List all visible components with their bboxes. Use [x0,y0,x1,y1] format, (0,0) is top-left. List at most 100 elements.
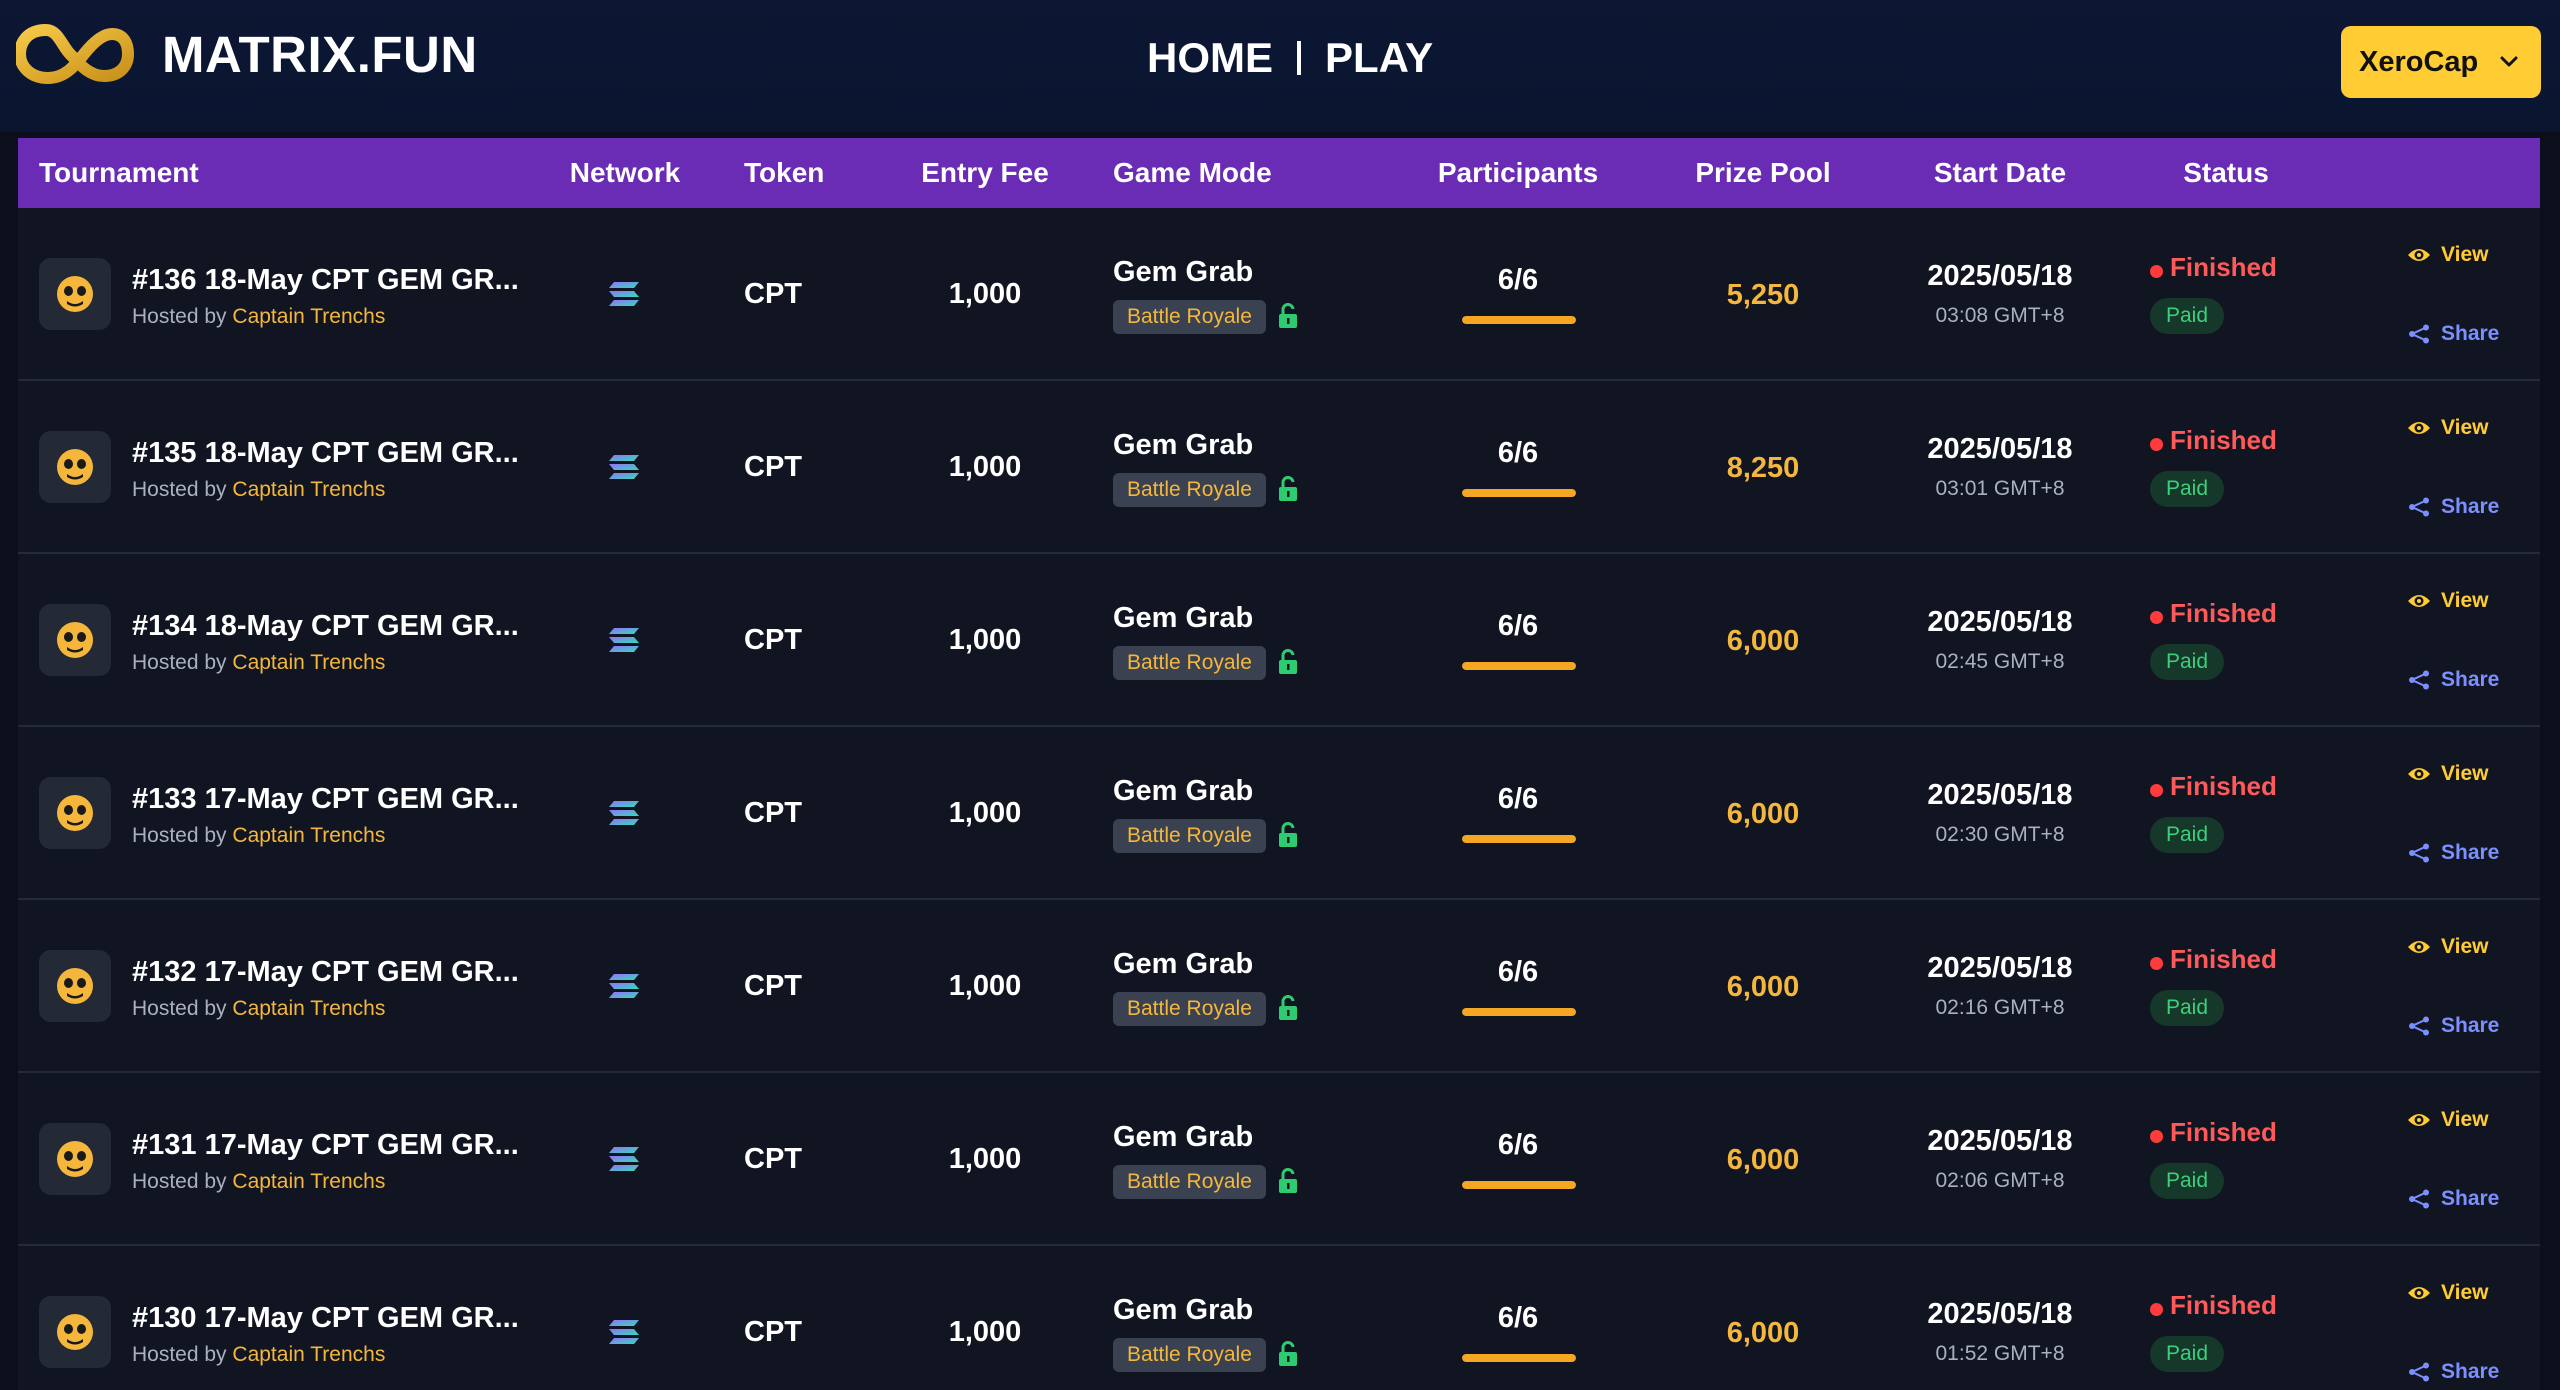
col-network[interactable]: Network [569,157,681,188]
prize-pool-cell: 6,000 [1726,625,1800,657]
share-button[interactable]: Share [2407,1187,2499,1211]
hosted-by-label: Hosted by [132,997,227,1020]
status-dot [2150,438,2163,451]
col-start-date[interactable]: Start Date [1933,157,2067,188]
hosted-by-label: Hosted by [132,478,227,501]
tournament-avatar [39,1296,111,1368]
status-text: Finished [2170,771,2277,801]
game-mode-badge: Battle Royale [1113,473,1266,507]
status-text: Finished [2170,1117,2277,1147]
table-row[interactable]: #133 17-May CPT GEM GR... Hosted by Capt… [18,727,2540,900]
host-name-link[interactable]: Captain Trenchs [232,1170,386,1193]
skull-icon [57,276,93,312]
view-label: View [2441,762,2489,785]
view-button[interactable]: View [2407,1281,2488,1305]
start-date: 2025/05/18 [1927,779,2073,811]
eye-icon [2408,422,2430,434]
prize-pool-cell: 6,000 [1726,798,1800,830]
share-icon [2409,497,2429,517]
participants-progress-fill [1462,489,1576,497]
status-text: Finished [2170,425,2277,455]
skull-icon [57,968,93,1004]
eye-icon [2408,941,2430,953]
entry-fee-cell: 1,000 [948,970,1022,1002]
logo-text: MATRIX.FUN [162,25,478,83]
unlocked-icon [1279,822,1297,847]
col-status[interactable]: Status [2183,157,2269,188]
view-button[interactable]: View [2407,416,2488,440]
col-game-mode[interactable]: Game Mode [1113,157,1272,188]
unlocked-icon [1279,476,1297,501]
solana-icon [609,282,639,306]
host-name-link[interactable]: Captain Trenchs [232,651,386,674]
tournament-avatar [39,431,111,503]
tournament-name[interactable]: #135 18-May CPT GEM GR... [132,437,519,469]
payment-badge: Paid [2150,817,2225,853]
col-prize-pool[interactable]: Prize Pool [1695,157,1831,188]
table-row[interactable]: #136 18-May CPT GEM GR... Hosted by Capt… [18,208,2540,381]
share-button[interactable]: Share [2407,495,2499,519]
view-button[interactable]: View [2407,762,2488,786]
tournament-name[interactable]: #136 18-May CPT GEM GR... [132,264,519,296]
table-row[interactable]: #134 18-May CPT GEM GR... Hosted by Capt… [18,554,2540,727]
user-menu-button[interactable]: XeroCap [2341,26,2541,98]
solana-icon [609,455,639,479]
table-row[interactable]: #135 18-May CPT GEM GR... Hosted by Capt… [18,381,2540,554]
view-button[interactable]: View [2407,589,2488,613]
site-logo[interactable]: MATRIX.FUN [16,22,478,86]
start-date: 2025/05/18 [1927,260,2073,292]
tournament-name[interactable]: #131 17-May CPT GEM GR... [132,1129,519,1161]
tournament-name[interactable]: #134 18-May CPT GEM GR... [132,610,519,642]
share-button[interactable]: Share [2407,841,2499,865]
tournament-host: Hosted by Captain Trenchs [132,1343,385,1367]
col-token[interactable]: Token [744,157,825,188]
share-button[interactable]: Share [2407,1360,2499,1384]
status-dot [2150,957,2163,970]
host-name-link[interactable]: Captain Trenchs [232,478,386,501]
col-participants[interactable]: Participants [1437,157,1599,188]
participants-progress-fill [1462,835,1576,843]
host-name-link[interactable]: Captain Trenchs [232,824,386,847]
status-dot [2150,1303,2163,1316]
status-dot [2150,784,2163,797]
skull-icon [57,795,93,831]
solana-icon [609,974,639,998]
start-time: 03:08 GMT+8 [1935,304,2065,327]
unlocked-icon [1279,995,1297,1020]
participants-count: 6/6 [1497,610,1539,642]
host-name-link[interactable]: Captain Trenchs [232,1343,386,1366]
col-entry-fee[interactable]: Entry Fee [921,157,1049,188]
entry-fee-cell: 1,000 [948,451,1022,483]
share-button[interactable]: Share [2407,322,2499,346]
payment-badge: Paid [2150,990,2225,1026]
tournament-name[interactable]: #130 17-May CPT GEM GR... [132,1302,519,1334]
participants-count: 6/6 [1497,1302,1539,1334]
unlocked-icon [1279,303,1297,328]
share-button[interactable]: Share [2407,668,2499,692]
main-nav: HOME PLAY [1147,34,1433,82]
tournament-name[interactable]: #132 17-May CPT GEM GR... [132,956,519,988]
token-cell: CPT [744,278,802,310]
view-button[interactable]: View [2407,243,2488,267]
view-button[interactable]: View [2407,1108,2488,1132]
share-label: Share [2441,322,2500,345]
table-row[interactable]: #130 17-May CPT GEM GR... Hosted by Capt… [18,1246,2540,1390]
participants-count: 6/6 [1497,783,1539,815]
table-row[interactable]: #132 17-May CPT GEM GR... Hosted by Capt… [18,900,2540,1073]
payment-badge: Paid [2150,298,2225,334]
nav-play[interactable]: PLAY [1325,34,1434,81]
nav-home[interactable]: HOME [1147,34,1273,81]
payment-badge: Paid [2150,644,2225,680]
share-button[interactable]: Share [2407,1014,2499,1038]
participants-progress-bar [1462,835,1576,843]
prize-pool-cell: 6,000 [1726,971,1800,1003]
tournament-avatar [39,950,111,1022]
tournament-name[interactable]: #133 17-May CPT GEM GR... [132,783,519,815]
participants-progress-fill [1462,1354,1576,1362]
col-tournament[interactable]: Tournament [39,157,199,188]
entry-fee-cell: 1,000 [948,624,1022,656]
view-button[interactable]: View [2407,935,2488,959]
table-row[interactable]: #131 17-May CPT GEM GR... Hosted by Capt… [18,1073,2540,1246]
host-name-link[interactable]: Captain Trenchs [232,305,386,328]
host-name-link[interactable]: Captain Trenchs [232,997,386,1020]
